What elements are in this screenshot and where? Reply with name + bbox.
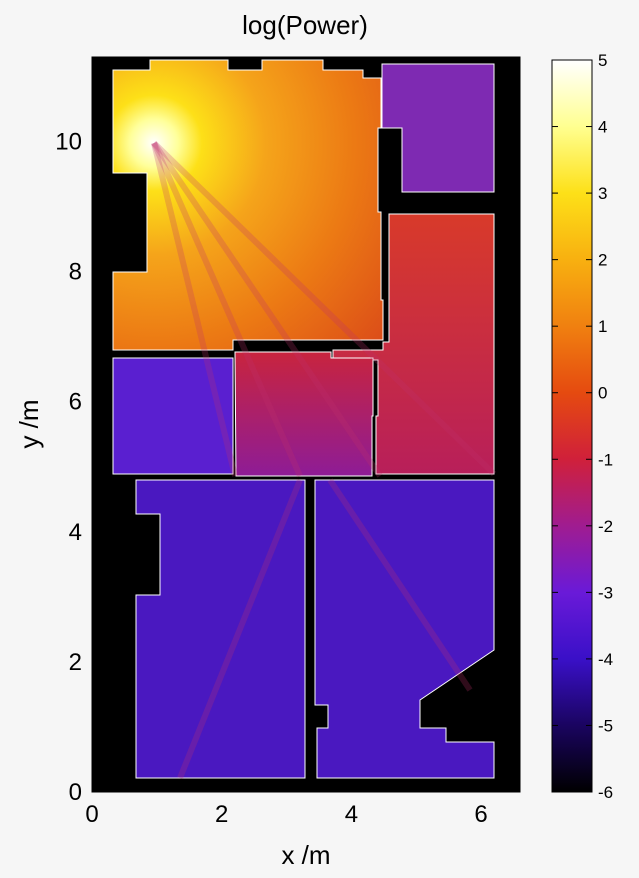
y-tick-label: 4 — [69, 519, 82, 546]
colorbar-tick-label: 5 — [598, 51, 607, 70]
colorbar-axis: 5 4 3 2 1 0 -1 -2 -3 -4 -5 -6 — [552, 51, 613, 802]
room-left — [112, 357, 234, 475]
y-tick-label: 6 — [69, 389, 82, 416]
floor-plan — [112, 59, 497, 780]
x-axis-label: x /m — [281, 840, 330, 870]
room-corridor — [234, 351, 374, 477]
colorbar-tick-label: -6 — [598, 783, 613, 802]
colorbar-tick-label: -3 — [598, 583, 613, 602]
room-bottom-right — [314, 479, 495, 779]
colorbar-tick-label: -1 — [598, 450, 613, 469]
colorbar-tick-label: 4 — [598, 118, 607, 137]
chart-title: log(Power) — [242, 10, 368, 40]
room-top-right — [381, 63, 495, 193]
colorbar-tick-label: -4 — [598, 650, 613, 669]
room-top-left-hall — [112, 59, 384, 351]
y-tick-label: 10 — [55, 129, 82, 156]
y-axis-label: y /m — [14, 399, 44, 448]
x-tick-label: 2 — [215, 801, 228, 828]
ray-streaks — [151, 140, 497, 780]
colorbar-tick-label: -5 — [598, 716, 613, 735]
y-tick-label: 8 — [69, 259, 82, 286]
colorbar-tick-label: 2 — [598, 251, 607, 270]
plot-frame — [91, 56, 521, 793]
y-tick-label: 2 — [69, 649, 82, 676]
x-axis: 0 2 4 6 — [85, 784, 488, 828]
x-tick-label: 4 — [345, 801, 358, 828]
x-tick-label: 6 — [474, 801, 487, 828]
room-middle-right — [332, 213, 495, 475]
y-axis: 0 2 4 6 8 10 — [55, 129, 100, 806]
colorbar-tick-label: 3 — [598, 184, 607, 203]
colorbar-tick-label: 1 — [598, 317, 607, 336]
colorbar — [551, 59, 593, 793]
colorbar-tick-label: -2 — [598, 517, 613, 536]
room-bottom-left — [135, 479, 306, 779]
y-tick-label: 0 — [69, 779, 82, 806]
colorbar-tick-label: 0 — [598, 384, 607, 403]
x-tick-label: 0 — [85, 801, 98, 828]
